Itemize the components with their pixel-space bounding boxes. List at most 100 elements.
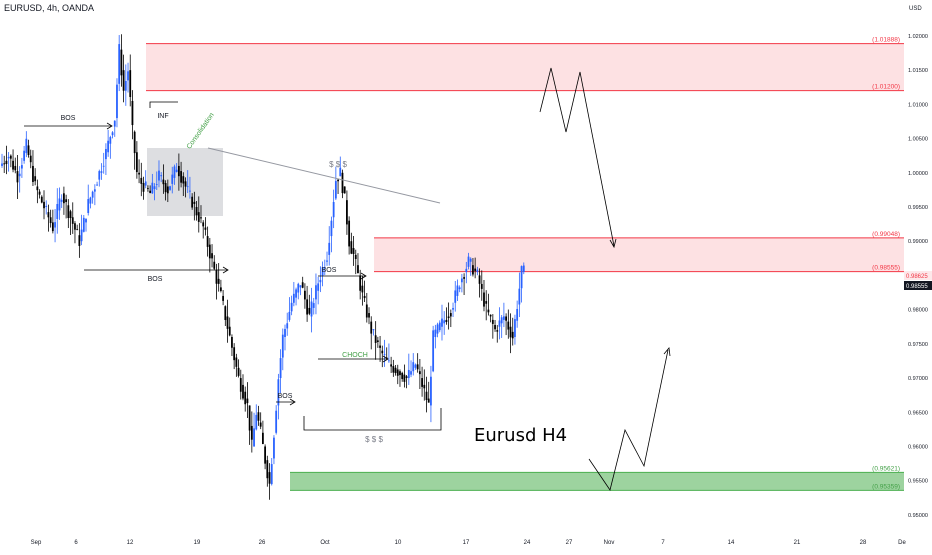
candle-body[interactable]	[423, 384, 426, 389]
candle-body[interactable]	[332, 202, 335, 218]
candle-body[interactable]	[25, 138, 28, 154]
candle-body[interactable]	[43, 201, 45, 209]
candle-body[interactable]	[410, 371, 412, 375]
candle-body[interactable]	[306, 299, 309, 315]
candle-body[interactable]	[204, 227, 207, 230]
candle-body[interactable]	[494, 325, 496, 330]
candle-body[interactable]	[160, 175, 163, 177]
candle-body[interactable]	[266, 460, 269, 479]
candle-body[interactable]	[23, 150, 26, 161]
candle-body[interactable]	[219, 287, 222, 291]
candle-body[interactable]	[250, 425, 253, 440]
candle-body[interactable]	[255, 414, 258, 430]
candle-body[interactable]	[292, 293, 295, 303]
candle-body[interactable]	[474, 268, 477, 271]
candle-body[interactable]	[208, 244, 211, 259]
candle-body[interactable]	[319, 279, 322, 283]
candle-body[interactable]	[32, 165, 34, 182]
candle-body[interactable]	[233, 347, 236, 361]
candle-body[interactable]	[354, 254, 357, 260]
candle-body[interactable]	[105, 148, 107, 160]
candle-body[interactable]	[343, 186, 346, 194]
candle-body[interactable]	[76, 229, 79, 231]
candle-body[interactable]	[365, 304, 368, 318]
candle-body[interactable]	[270, 464, 273, 485]
candle-body[interactable]	[124, 80, 127, 91]
candle-body[interactable]	[518, 288, 521, 305]
candle-body[interactable]	[162, 179, 165, 185]
candle-body[interactable]	[142, 183, 145, 192]
candle-body[interactable]	[399, 371, 401, 376]
candle-body[interactable]	[376, 340, 379, 342]
candle-body[interactable]	[348, 220, 351, 247]
candle-body[interactable]	[74, 223, 76, 230]
candle-body[interactable]	[155, 184, 158, 185]
candle-body[interactable]	[12, 160, 14, 170]
candle-body[interactable]	[118, 44, 121, 84]
candle-body[interactable]	[56, 204, 59, 219]
candle-body[interactable]	[443, 320, 446, 324]
candle-body[interactable]	[58, 198, 61, 211]
candle-body[interactable]	[328, 242, 331, 255]
candle-body[interactable]	[191, 196, 194, 208]
candle-body[interactable]	[279, 358, 282, 379]
candle-body[interactable]	[264, 446, 267, 464]
candle-body[interactable]	[253, 428, 255, 447]
candle-body[interactable]	[339, 167, 342, 177]
candle-body[interactable]	[381, 350, 384, 354]
candle-body[interactable]	[507, 321, 510, 330]
candle-body[interactable]	[261, 432, 264, 444]
candle-body[interactable]	[341, 172, 344, 194]
candle-body[interactable]	[321, 267, 324, 276]
candle-body[interactable]	[96, 184, 98, 186]
candle-body[interactable]	[169, 186, 171, 190]
candle-body[interactable]	[16, 171, 19, 183]
candle-body[interactable]	[257, 412, 260, 421]
candle-body[interactable]	[317, 283, 320, 291]
candle-body[interactable]	[436, 324, 439, 334]
candle-body[interactable]	[27, 145, 30, 156]
candle-body[interactable]	[40, 196, 43, 203]
candle-body[interactable]	[195, 207, 198, 216]
candle-body[interactable]	[268, 472, 271, 484]
candle-body[interactable]	[509, 326, 512, 338]
candle-body[interactable]	[226, 316, 229, 329]
candle-body[interactable]	[502, 316, 505, 320]
candle-body[interactable]	[346, 200, 348, 225]
candle-body[interactable]	[248, 405, 251, 431]
candle-body[interactable]	[505, 316, 508, 321]
candle-body[interactable]	[20, 165, 23, 169]
candle-body[interactable]	[315, 285, 317, 300]
candle-body[interactable]	[213, 261, 216, 269]
candle-body[interactable]	[215, 270, 218, 284]
candle-body[interactable]	[496, 330, 499, 332]
candle-body[interactable]	[383, 354, 386, 355]
candle-body[interactable]	[372, 329, 375, 331]
candle-body[interactable]	[460, 278, 463, 283]
candle-body[interactable]	[149, 190, 152, 193]
candle-body[interactable]	[259, 422, 262, 427]
candle-body[interactable]	[337, 179, 339, 182]
candle-body[interactable]	[138, 172, 140, 175]
candle-body[interactable]	[140, 177, 143, 184]
candle-body[interactable]	[29, 155, 32, 163]
candle-body[interactable]	[498, 320, 501, 327]
candle-body[interactable]	[288, 311, 291, 320]
candle-body[interactable]	[407, 369, 410, 379]
candle-body[interactable]	[520, 266, 523, 289]
candle-body[interactable]	[469, 258, 472, 262]
candle-body[interactable]	[71, 217, 74, 224]
candle-body[interactable]	[374, 335, 377, 343]
candle-body[interactable]	[91, 191, 94, 198]
candle-body[interactable]	[173, 166, 176, 178]
candle-body[interactable]	[359, 275, 362, 291]
candle-body[interactable]	[180, 171, 182, 183]
candle-body[interactable]	[308, 307, 311, 314]
candle-body[interactable]	[286, 323, 289, 329]
candle-body[interactable]	[421, 378, 423, 387]
candle-body[interactable]	[441, 318, 443, 327]
candle-body[interactable]	[51, 222, 54, 232]
candle-body[interactable]	[239, 378, 242, 392]
candle-body[interactable]	[323, 267, 326, 269]
candle-body[interactable]	[98, 171, 101, 180]
